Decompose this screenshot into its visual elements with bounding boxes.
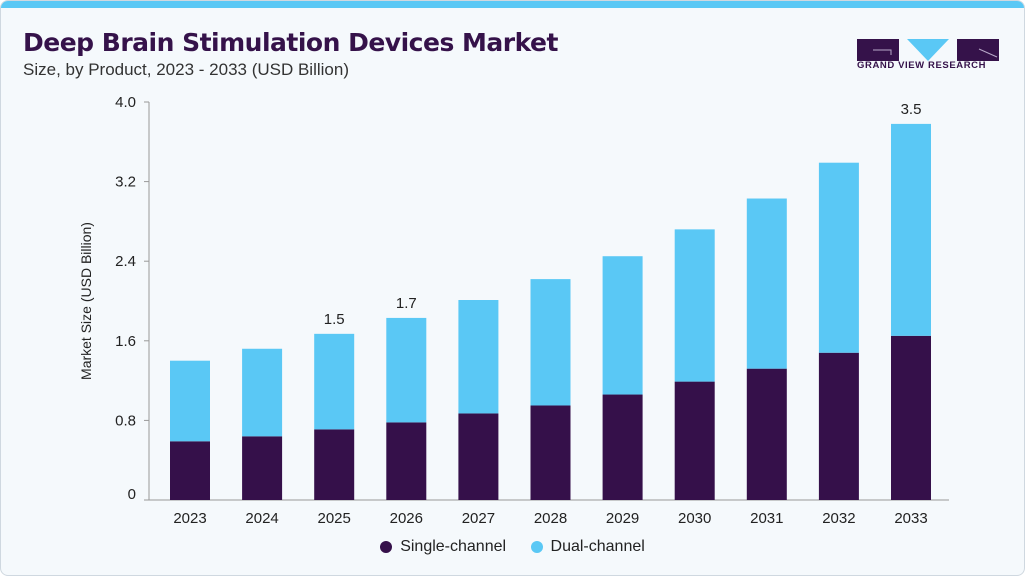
y-tick-label: 2.4 bbox=[115, 253, 136, 270]
bar-dual-2028 bbox=[530, 279, 571, 406]
accent-bar bbox=[1, 1, 1024, 8]
x-tick-label: 2033 bbox=[894, 510, 927, 527]
legend-item-dual[interactable]: Dual-channel bbox=[530, 538, 645, 556]
y-tick-label: 4.0 bbox=[115, 94, 136, 111]
x-tick-label: 2030 bbox=[678, 510, 711, 527]
bar-single-2029 bbox=[602, 394, 643, 500]
legend-swatch-single bbox=[380, 541, 393, 553]
bar-dual-2024 bbox=[242, 348, 283, 437]
bar-single-2024 bbox=[242, 436, 283, 500]
bar-dual-2033 bbox=[891, 123, 931, 336]
x-tick-label: 2028 bbox=[534, 510, 567, 527]
legend-label-dual: Dual-channel bbox=[550, 538, 645, 555]
x-tick-label: 2031 bbox=[750, 510, 783, 527]
bar-dual-2027 bbox=[458, 300, 499, 414]
y-tick-label: 0 bbox=[128, 486, 136, 503]
bar-single-2026 bbox=[386, 422, 427, 500]
grand-view-research-logo bbox=[857, 39, 999, 61]
x-tick-label: 2023 bbox=[173, 510, 206, 527]
data-label-2033: 3.5 bbox=[901, 101, 922, 118]
bar-single-2033 bbox=[891, 335, 931, 500]
chart-title: Deep Brain Stimulation Devices Market bbox=[23, 28, 558, 57]
x-tick-label: 2025 bbox=[318, 510, 351, 527]
bar-single-2030 bbox=[674, 381, 715, 500]
legend-item-single[interactable]: Single-channel bbox=[380, 538, 506, 556]
bar-single-2032 bbox=[818, 352, 859, 500]
y-tick-label: 0.8 bbox=[115, 412, 136, 429]
x-tick-label: 2026 bbox=[390, 510, 423, 527]
y-tick-label: 1.6 bbox=[115, 333, 136, 350]
bar-dual-2023 bbox=[170, 360, 210, 442]
legend-swatch-dual bbox=[530, 541, 543, 553]
y-tick-label: 3.2 bbox=[115, 174, 136, 191]
bar-dual-2029 bbox=[602, 256, 643, 395]
chart-subtitle: Size, by Product, 2023 - 2033 (USD Billi… bbox=[23, 60, 349, 79]
bar-single-2027 bbox=[458, 413, 499, 500]
bar-dual-2025 bbox=[314, 333, 355, 430]
bar-dual-2026 bbox=[386, 317, 427, 423]
bar-single-2023 bbox=[170, 441, 210, 500]
bar-single-2031 bbox=[746, 368, 787, 500]
x-tick-label: 2032 bbox=[822, 510, 855, 527]
data-label-2026: 1.7 bbox=[396, 295, 417, 312]
bar-dual-2030 bbox=[674, 229, 715, 382]
bar-single-2028 bbox=[530, 405, 571, 500]
bar-single-2025 bbox=[314, 429, 355, 500]
legend: Single-channel Dual-channel bbox=[1, 538, 1024, 558]
x-tick-label: 2024 bbox=[245, 510, 278, 527]
data-label-2025: 1.5 bbox=[324, 311, 345, 328]
logo-text: GRAND VIEW RESEARCH bbox=[857, 60, 987, 71]
bar-dual-2031 bbox=[746, 198, 787, 369]
x-tick-label: 2027 bbox=[462, 510, 495, 527]
y-axis-title: Market Size (USD Billion) bbox=[78, 222, 94, 380]
bar-dual-2032 bbox=[818, 162, 859, 353]
legend-label-single: Single-channel bbox=[400, 538, 507, 555]
x-tick-label: 2029 bbox=[606, 510, 639, 527]
